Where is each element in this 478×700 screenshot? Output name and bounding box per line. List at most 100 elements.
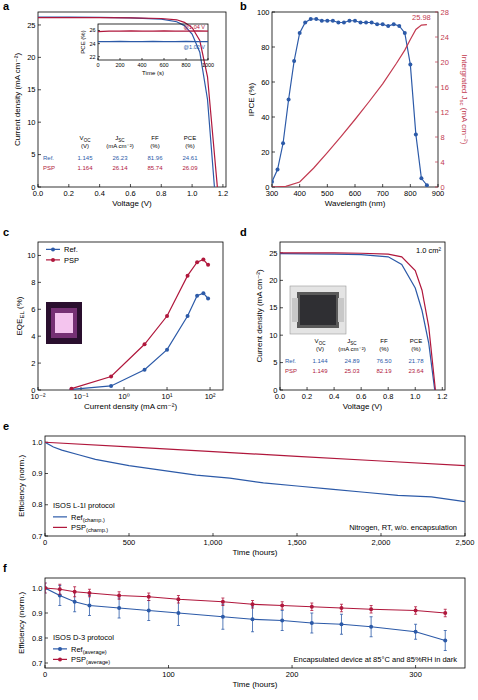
error-bar: [310, 613, 313, 633]
annotation: Encapsulated device at 85°C and 85%RH in…: [293, 655, 457, 664]
x-tick-label: 0.6: [356, 392, 366, 401]
marker: [73, 590, 77, 594]
y-tick-label: 4: [31, 332, 35, 341]
axes: 05001,0001,5002,0002,5000.70.80.91.0Time…: [17, 436, 474, 557]
x-tick: [381, 533, 382, 536]
table-cell: 25.03: [344, 368, 360, 374]
x-tick: [334, 387, 335, 390]
y-tick-label: 6: [31, 305, 35, 314]
y-tick: [280, 362, 283, 363]
marker: [292, 59, 296, 63]
x-tick: [327, 184, 328, 187]
x-tick-label: 400: [137, 62, 146, 68]
x-tick-label: 1.0: [187, 189, 197, 198]
marker: [364, 21, 368, 25]
marker: [339, 622, 343, 626]
series-line: [280, 253, 435, 390]
x-tick: [192, 184, 193, 187]
y-tick: [38, 282, 41, 283]
error-bar: [251, 601, 254, 609]
series-line: [45, 588, 445, 613]
annotation: 25.98: [412, 13, 431, 22]
y-tick: [38, 336, 41, 337]
x-tick-label: 600: [159, 62, 168, 68]
panel-label: c: [3, 226, 9, 238]
marker: [280, 604, 284, 608]
y2-tick-label: 16: [441, 83, 449, 92]
marker: [331, 19, 335, 23]
y2-tick: [435, 137, 438, 138]
y-tick: [38, 390, 41, 391]
text-part: (average): [86, 659, 110, 665]
x-tick-label: 1.2: [218, 189, 228, 198]
marker: [386, 24, 390, 28]
plot-area: [38, 17, 217, 187]
error-bar: [147, 601, 150, 621]
marker: [443, 611, 447, 615]
marker: [359, 21, 363, 25]
x-tick-label: 0.8: [383, 392, 393, 401]
y-tick-label: 8: [31, 278, 35, 287]
legend-marker: [58, 647, 62, 651]
x-tick-label: 1000: [202, 62, 214, 68]
table-unit: (mA cm⁻²): [106, 143, 134, 149]
y-tick-label: 5: [31, 150, 35, 159]
legend-label: PSP(average): [71, 655, 110, 665]
error-bar: [340, 614, 343, 634]
annotation: Nitrogen, RT, w/o. encapsulation: [349, 523, 457, 532]
marker: [403, 31, 407, 35]
legend-label: Ref(champ.): [71, 513, 105, 523]
x-tick-label: 1,500: [288, 538, 307, 547]
axes: 01002003000.70.80.91.0Time (hours)Effici…: [17, 578, 465, 689]
marker: [375, 22, 379, 26]
marker: [201, 257, 205, 261]
y2-tick: [435, 12, 438, 13]
table-cell: 81.96: [147, 155, 163, 161]
y-tick-label: 0: [273, 386, 277, 395]
error-bar: [58, 584, 61, 594]
plot-area: [69, 257, 210, 390]
marker: [69, 387, 73, 390]
x-tick: [120, 58, 121, 60]
marker: [353, 19, 357, 23]
x-tick-label: 0: [96, 62, 99, 68]
y-tick-label: 1.0: [32, 584, 42, 593]
y-tick-label: 20: [261, 148, 269, 157]
panel-label: f: [3, 562, 7, 574]
x-tick-label: 0: [43, 670, 47, 679]
marker: [186, 314, 190, 318]
legend-marker: [51, 247, 55, 251]
table-cell: 24.61: [182, 155, 198, 161]
marker: [195, 260, 199, 264]
legend-label: PSP: [64, 256, 79, 265]
legend-marker: [51, 258, 55, 262]
x-tick-label: 100: [162, 670, 175, 679]
x-tick: [164, 58, 165, 60]
y-axis-label: Current density (mA cm⁻²): [13, 53, 22, 146]
text-part: (champ.): [83, 517, 105, 523]
table-unit: (%): [185, 143, 194, 149]
marker: [251, 602, 255, 606]
x-tick: [307, 387, 308, 390]
marker: [69, 387, 73, 390]
x-axis-label: Time (hours): [232, 548, 277, 557]
marker: [147, 609, 151, 613]
error-bar: [444, 609, 447, 617]
marker: [298, 31, 302, 35]
marker: [425, 183, 429, 187]
y-tick: [45, 536, 48, 537]
y-axis-label: Efficiency (norm.): [17, 455, 26, 517]
marker: [206, 263, 210, 267]
panel-label: e: [3, 420, 9, 432]
y2-tick: [435, 112, 438, 113]
y-tick-label: 1.0: [32, 438, 42, 447]
y-axis-label: Current density (mA cm⁻²): [255, 269, 264, 362]
y-tick-label: 0.9: [32, 609, 42, 618]
legend-item: Ref(average): [53, 645, 107, 655]
error-bar: [73, 587, 76, 597]
y-tick: [38, 24, 41, 25]
y-tick-label: 22: [89, 54, 95, 60]
marker: [414, 133, 418, 137]
legend-item: PSP: [46, 256, 79, 265]
x-tick-label: 0.4: [329, 392, 339, 401]
